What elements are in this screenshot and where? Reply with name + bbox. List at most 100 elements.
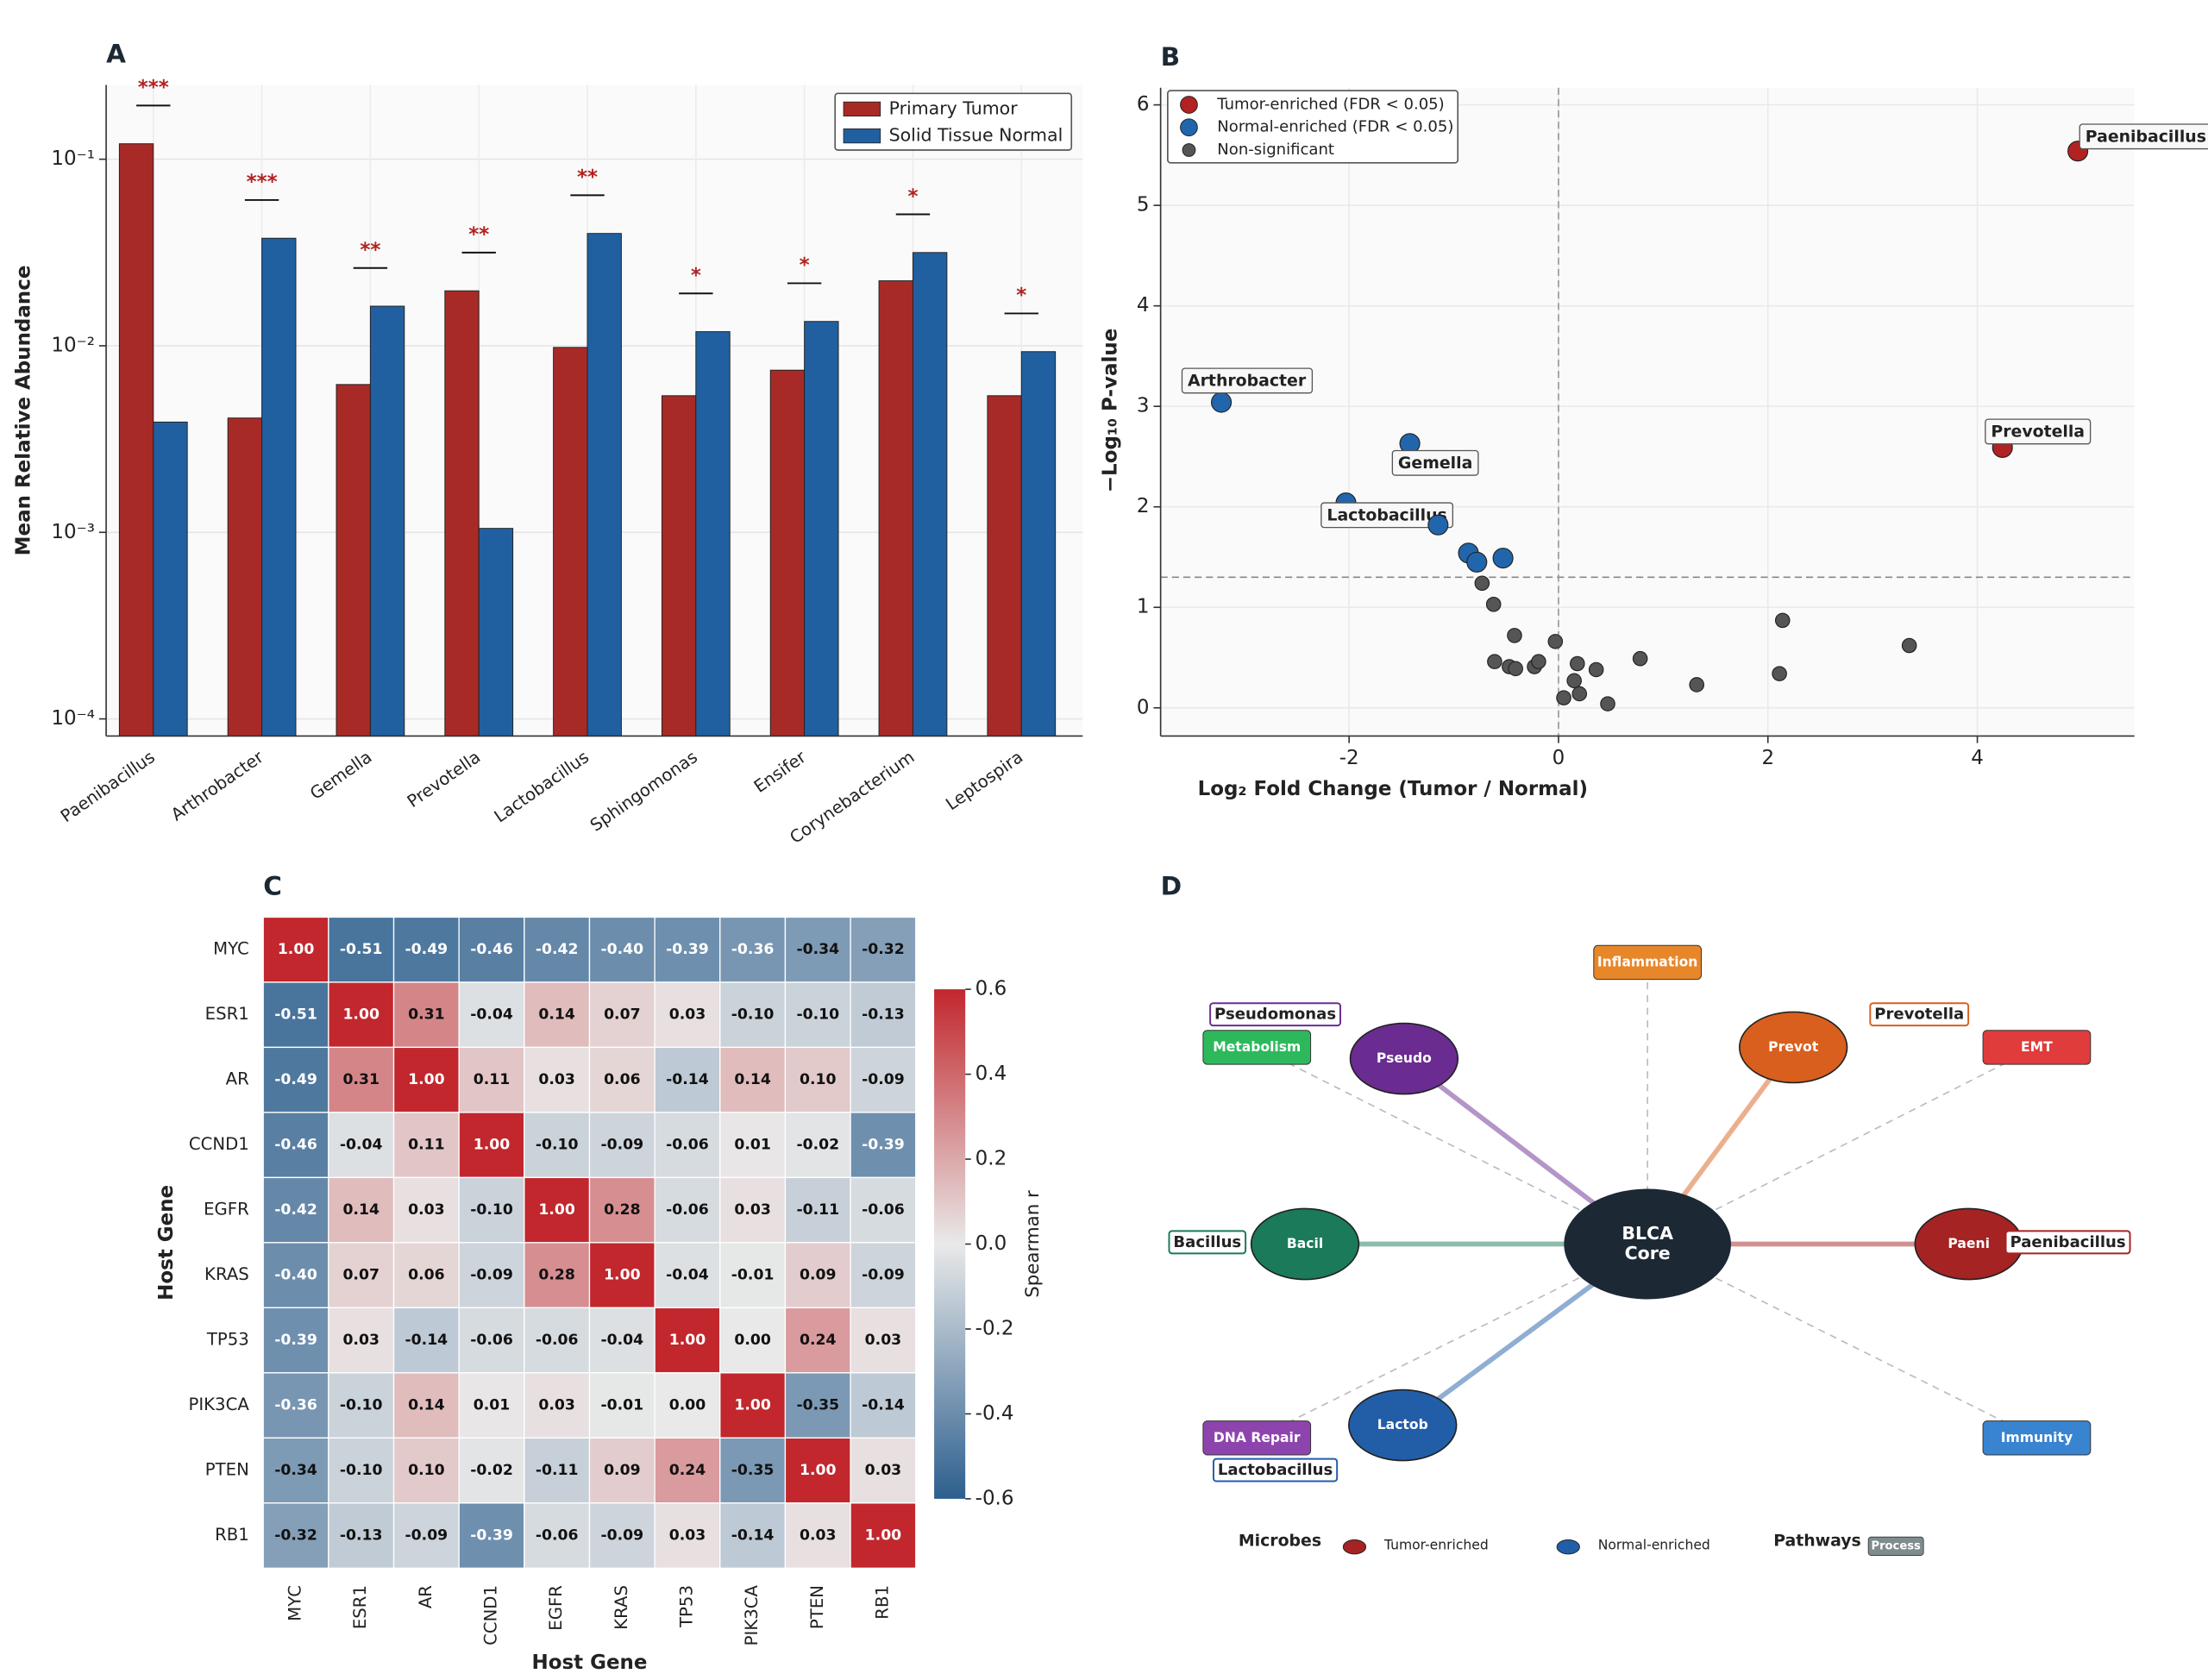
legend-label: Solid Tissue Normal [889,125,1063,146]
point [1566,673,1582,689]
cell-label: -0.49 [405,941,448,958]
cell-label: 0.03 [538,1397,574,1414]
significance-stars: * [1016,285,1026,307]
heatmap-cell [719,1307,787,1374]
heatmap-cell [784,1112,851,1179]
cell-label: -0.06 [666,1201,709,1219]
point [1772,666,1787,681]
cell-label: -0.51 [340,941,383,958]
heatmap-cell [588,1307,656,1374]
heatmap-cell [328,981,395,1049]
cell-label: 0.31 [408,1006,444,1024]
heatmap-cell [588,1046,656,1113]
cell-label: 1.00 [342,1006,380,1024]
cell-label: -0.49 [274,1071,317,1088]
microbe-label: Paenibacillus [2010,1233,2125,1251]
row-label: EGFR [204,1200,249,1219]
bar [261,237,297,737]
heatmap-cell [392,1502,460,1569]
microbe-node-label: Paeni [1948,1236,1990,1251]
cell-label: 0.14 [408,1397,445,1414]
pathway-node [1982,1030,2092,1065]
cell-label: 0.09 [604,1462,640,1479]
pathway-edge [1256,1046,1648,1245]
heatmap-cell [262,1176,329,1244]
cell-label: -0.36 [731,941,775,958]
y-axis-label: Host Gene [155,1185,178,1301]
heatmap-cell [262,1372,329,1439]
heatmap-cell [850,1437,917,1504]
heatmap-cell [654,1046,721,1113]
legend-label: Primary Tumor [889,97,1019,118]
cell-label: -0.04 [470,1006,513,1024]
cell-label: -0.04 [340,1137,383,1154]
y-tick-label: 10⁻¹ [51,147,95,170]
heatmap-cell [588,1242,656,1309]
pathway-node [1982,1420,2092,1456]
pathway-edge [1647,1243,2037,1439]
cell-label: -0.10 [470,1201,513,1219]
cell-label: -0.35 [796,1397,839,1414]
y-tick-label: 2 [1137,495,1150,517]
heatmap-cell [392,1112,460,1179]
pathway-node [1202,1030,1312,1065]
point [1570,655,1585,672]
heatmap-cell [524,1372,591,1439]
point [1508,661,1523,677]
legend-marker [1556,1539,1580,1555]
microbe-node [1348,1389,1458,1462]
microbe-label: Prevotella [1874,1006,1964,1024]
cell-label: -0.10 [796,1006,839,1024]
y-axis-label: −Log₁₀ P-value [1100,329,1122,492]
cell-label: -0.32 [862,941,905,958]
row-label: PTEN [205,1460,249,1480]
x-tick-label: Gemella [306,747,375,804]
row-label: PIK3CA [188,1395,249,1414]
colorbar-tick-label: 0.6 [975,978,1007,1000]
microbe-label-box [1869,1002,1970,1027]
cell-label: 1.00 [538,1201,575,1219]
heatmap-cell [328,1502,395,1569]
cell-label: -0.02 [470,1462,513,1479]
y-tick-label: 10⁻⁴ [51,707,95,730]
x-tick-label: Lactobacillus [491,747,593,826]
cell-label: -0.34 [796,941,839,958]
x-tick-label: Paenibacillus [57,747,159,826]
microbe-node-label: Prevot [1768,1039,1819,1055]
center-label: BLCA [1622,1223,1673,1244]
legend-marker [1180,96,1198,114]
cell-label: 0.10 [408,1462,445,1479]
cell-label: 0.01 [474,1397,510,1414]
x-tick-label: -2 [1339,747,1359,769]
y-tick-label: 0 [1137,696,1150,718]
microbe-label: Pseudomonas [1214,1006,1336,1024]
cell-label: -0.46 [470,941,513,958]
point [1492,548,1514,569]
heatmap-cell [719,1242,787,1309]
cell-label: -0.11 [536,1462,579,1479]
heatmap-cell [458,1046,525,1113]
column-label: CCND1 [481,1585,501,1646]
heatmap-cell [588,981,656,1049]
cell-label: 0.07 [342,1267,379,1284]
label-box [1181,367,1314,394]
heatmap-cell [654,1502,721,1569]
point-label: Lactobacillus [1327,505,1446,524]
heatmap-cell [262,1046,329,1113]
legend-box [834,92,1073,151]
row-label: CCND1 [189,1134,249,1154]
bar [553,347,588,737]
cell-label: 1.00 [474,1137,511,1154]
cell-label: -0.39 [274,1332,317,1349]
significance-stars: ** [577,166,598,189]
bar [369,305,405,737]
cell-label: 0.11 [408,1137,444,1154]
bar [661,395,697,737]
column-label: MYC [285,1585,305,1621]
center-label: Core [1625,1243,1671,1263]
cell-label: 1.00 [278,941,315,958]
pathway-node [1202,1420,1312,1456]
y-tick-label: 3 [1137,395,1150,417]
heatmap-cell [654,1307,721,1374]
x-axis-label: Log₂ Fold Change (Tumor / Normal) [1198,778,1588,800]
